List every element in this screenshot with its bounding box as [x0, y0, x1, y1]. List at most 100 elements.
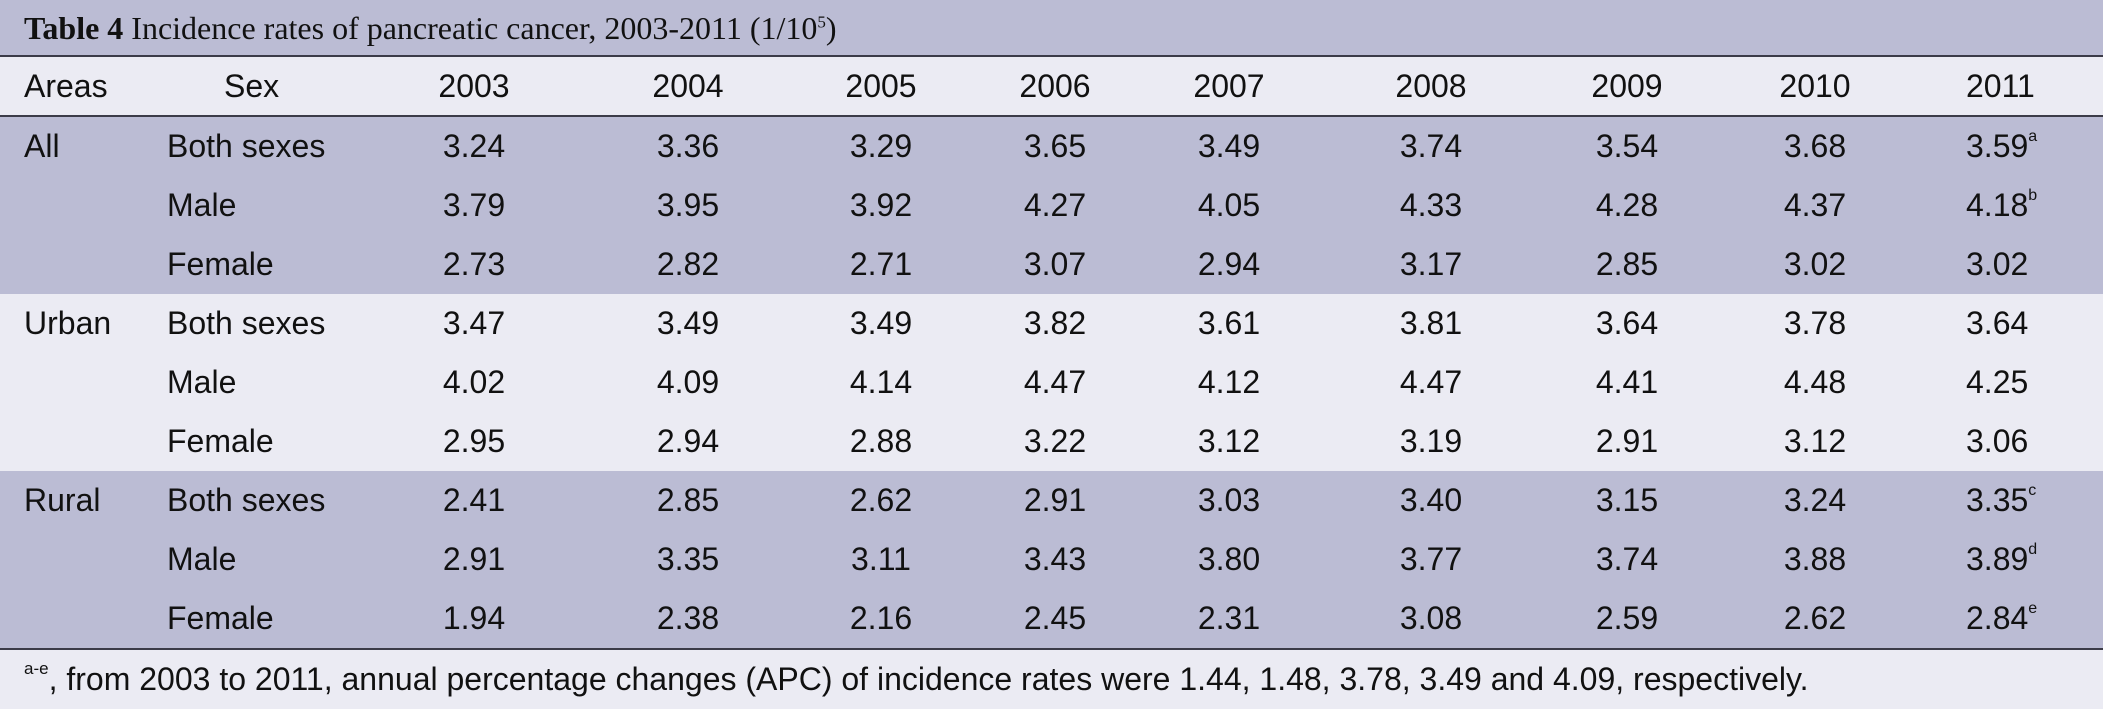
table-cell: 2.84e [1966, 589, 2103, 648]
table-cell: 3.82 [1023, 305, 1087, 341]
table-cell: 3.80 [1197, 541, 1261, 577]
table-group-rural: Rural Both sexes 2.41 2.85 2.62 2.91 3.03 3.40 3… [0, 471, 2103, 648]
table-cell: 3.02 [1783, 246, 1847, 282]
table-cell: 3.74 [1399, 128, 1463, 164]
table-title-close: ) [825, 10, 837, 46]
table-cell: 3.77 [1399, 541, 1463, 577]
table-cell: 3.35c [1966, 471, 2103, 530]
sex-label: Both sexes [167, 305, 326, 341]
cell-value: 3.35 [1966, 482, 2029, 518]
table-cell: 4.27 [1023, 187, 1087, 223]
table-cell: 3.92 [849, 187, 913, 223]
header-year: 2009 [1591, 68, 1663, 104]
table-cell: 3.17 [1399, 246, 1463, 282]
table-title-text: Incidence rates of pancreatic cancer, 20… [123, 10, 818, 46]
table-cell: 2.45 [1023, 600, 1087, 636]
table-cell: 3.24 [1783, 482, 1847, 518]
footer-rule [0, 648, 2103, 650]
table-cell: 1.94 [442, 600, 506, 636]
table-cell: 3.36 [656, 128, 720, 164]
table-cell: 3.35 [656, 541, 720, 577]
table-group-urban: Urban Both sexes 3.47 3.49 3.49 3.82 3.61 3.81 3… [0, 294, 2103, 471]
sex-label: Female [167, 423, 274, 459]
table-cell: 2.82 [656, 246, 720, 282]
table-cell: 3.64 [1966, 294, 2103, 353]
table-cell: 3.89d [1966, 530, 2103, 589]
cell-value: 2.84 [1966, 600, 2029, 636]
table-cell: 2.91 [442, 541, 506, 577]
table-cell: 3.06 [1966, 412, 2103, 471]
table-cell: 3.15 [1595, 482, 1659, 518]
table-cell: 3.64 [1595, 305, 1659, 341]
table-cell: 2.41 [442, 482, 506, 518]
header-year: 2006 [1019, 68, 1091, 104]
table-cell: 2.16 [849, 600, 913, 636]
table-cell: 2.94 [656, 423, 720, 459]
table-cell: 4.05 [1197, 187, 1261, 223]
table-cell: 2.73 [442, 246, 506, 282]
sex-label: Male [167, 187, 237, 223]
cell-value: 3.89 [1966, 541, 2029, 577]
header-year: 2011 [1966, 68, 2035, 104]
table-cell: 3.88 [1783, 541, 1847, 577]
header-year: 2005 [845, 68, 917, 104]
table-cell: 3.49 [656, 305, 720, 341]
header-year: 2004 [652, 68, 724, 104]
table-cell: 3.12 [1197, 423, 1261, 459]
footnote-ref: a [2028, 128, 2038, 146]
table-cell: 2.95 [442, 423, 506, 459]
table-title-exponent: 5 [817, 12, 826, 32]
table-cell: 2.38 [656, 600, 720, 636]
footnote-ref: d [2028, 541, 2038, 559]
table-cell: 2.71 [849, 246, 913, 282]
table-cell: 3.43 [1023, 541, 1087, 577]
footnote-marker: a-e [24, 659, 49, 679]
header-areas: Areas [24, 68, 108, 104]
table-cell: 4.28 [1595, 187, 1659, 223]
table-cell: 3.65 [1023, 128, 1087, 164]
cell-value: 4.25 [1966, 364, 2029, 400]
table-cell: 3.54 [1595, 128, 1659, 164]
footnote-ref: b [2028, 187, 2038, 205]
header-year: 2007 [1193, 68, 1265, 104]
table-cell: 3.79 [442, 187, 506, 223]
table-cell: 3.29 [849, 128, 913, 164]
footnote-text: , from 2003 to 2011, annual percentage c… [48, 661, 1809, 697]
table-cell: 3.68 [1783, 128, 1847, 164]
cell-value: 4.18 [1966, 187, 2029, 223]
cell-value: 3.02 [1966, 246, 2029, 282]
table-cell: 3.81 [1399, 305, 1463, 341]
table-cell: 2.94 [1197, 246, 1261, 282]
table-cell: 4.37 [1783, 187, 1847, 223]
cell-value: 3.59 [1966, 128, 2029, 164]
cell-value: 3.06 [1966, 423, 2029, 459]
table-cell: 4.25 [1966, 353, 2103, 412]
area-label: Rural [24, 482, 101, 518]
header-year: 2008 [1395, 68, 1467, 104]
table-cell: 3.08 [1399, 600, 1463, 636]
table-cell: 3.11 [851, 541, 911, 577]
table-cell: 3.49 [849, 305, 913, 341]
table-cell: 2.31 [1197, 600, 1261, 636]
header-year: 2010 [1779, 68, 1851, 104]
table-cell: 4.18b [1966, 176, 2103, 235]
table-cell: 3.02 [1966, 235, 2103, 294]
sex-label: Female [167, 246, 274, 282]
cell-value: 3.64 [1966, 305, 2029, 341]
sex-label: Male [167, 364, 237, 400]
footnote-ref: e [2028, 600, 2038, 618]
table-cell: 4.12 [1197, 364, 1261, 400]
table-cell: 2.88 [849, 423, 913, 459]
table-cell: 3.24 [442, 128, 506, 164]
sex-label: Female [167, 600, 274, 636]
header-year: 2003 [438, 68, 510, 104]
table-cell: 3.47 [442, 305, 506, 341]
table-cell: 3.59a [1966, 117, 2103, 176]
area-label: All [24, 128, 60, 164]
sex-label: Both sexes [167, 128, 326, 164]
table-cell: 4.41 [1595, 364, 1659, 400]
table-cell: 4.47 [1023, 364, 1087, 400]
table-cell: 3.22 [1023, 423, 1087, 459]
table-header-row: Areas Sex 2003 2004 2005 2006 2007 2008 2009 2010… [0, 57, 2103, 117]
table-cell: 3.03 [1197, 482, 1261, 518]
